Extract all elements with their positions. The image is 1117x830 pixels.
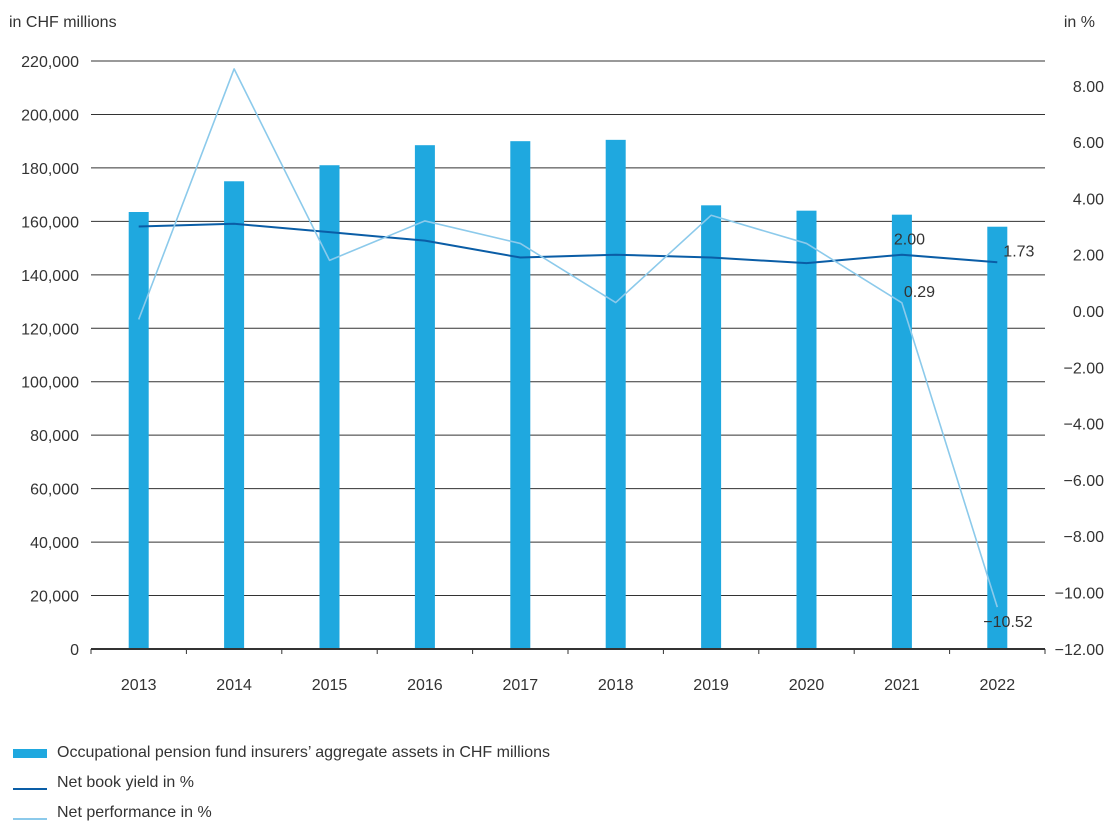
left-tick-label: 120,000 — [21, 321, 79, 338]
bar-series — [128, 139, 1008, 650]
left-tick-label: 220,000 — [21, 54, 79, 71]
data-label: 0.29 — [904, 284, 935, 301]
data-labels: 2.00 1.73 0.29 −10.52 — [894, 232, 1035, 631]
data-label: 2.00 — [894, 232, 925, 249]
right-axis-unit: in % — [1064, 14, 1095, 31]
x-tick-label: 2022 — [980, 677, 1016, 694]
bar-2020 — [796, 210, 817, 649]
legend-item-performance: Net performance in % — [13, 798, 913, 828]
bar-2022 — [987, 226, 1008, 649]
left-axis-unit: in CHF millions — [9, 14, 117, 31]
right-tick-label: 4.00 — [1073, 191, 1104, 208]
right-tick-label: −6.00 — [1064, 473, 1105, 490]
gridlines — [91, 60, 1045, 597]
legend-swatch-assets — [13, 748, 47, 758]
bar-2013 — [128, 212, 149, 649]
left-tick-label: 100,000 — [21, 375, 79, 392]
line-series — [137, 68, 999, 608]
right-tick-label: −4.00 — [1064, 417, 1105, 434]
left-tick-label: 160,000 — [21, 214, 79, 231]
legend-swatch-book-yield — [13, 788, 47, 790]
legend-item-book-yield: Net book yield in % — [13, 768, 913, 798]
left-tick-label: 20,000 — [30, 589, 79, 606]
right-tick-label: −10.00 — [1055, 586, 1104, 603]
line-net-performance — [137, 68, 999, 608]
legend-label-assets: Occupational pension fund insurers’ aggr… — [57, 744, 550, 761]
right-tick-label: 0.00 — [1073, 304, 1104, 321]
x-tick-label: 2015 — [312, 677, 348, 694]
x-tick-label: 2018 — [598, 677, 634, 694]
right-tick-label: −12.00 — [1055, 642, 1104, 659]
left-tick-label: 60,000 — [30, 482, 79, 499]
legend-swatch-performance — [13, 818, 47, 820]
legend-label-book-yield: Net book yield in % — [57, 774, 194, 791]
left-tick-label: 140,000 — [21, 268, 79, 285]
right-tick-label: 2.00 — [1073, 248, 1104, 265]
legend-label-performance: Net performance in % — [57, 804, 212, 821]
x-tick-label: 2013 — [121, 677, 157, 694]
bar-2019 — [701, 205, 722, 649]
right-tick-label: −2.00 — [1064, 360, 1105, 377]
left-tick-label: 0 — [70, 642, 79, 659]
left-tick-label: 200,000 — [21, 107, 79, 124]
bar-2021 — [891, 214, 912, 649]
x-tick-label: 2021 — [884, 677, 920, 694]
axes: 0 20,000 40,000 60,000 80,000 100,000 120,000 1… — [21, 54, 1104, 694]
data-label: −10.52 — [983, 614, 1032, 631]
left-tick-label: 80,000 — [30, 428, 79, 445]
bar-2017 — [510, 141, 531, 649]
bar-2015 — [319, 165, 340, 649]
data-label: 1.73 — [1003, 243, 1034, 260]
right-tick-label: 8.00 — [1073, 79, 1104, 96]
legend-item-assets: Occupational pension fund insurers’ aggr… — [13, 738, 913, 768]
x-tick-label: 2017 — [503, 677, 539, 694]
x-tick-label: 2014 — [216, 677, 252, 694]
bar-2018 — [605, 139, 626, 649]
right-tick-label: 6.00 — [1073, 135, 1104, 152]
bar-2016 — [414, 145, 435, 649]
right-tick-label: −8.00 — [1064, 529, 1105, 546]
bar-2014 — [224, 181, 245, 650]
line-net-book-yield — [138, 222, 998, 265]
x-tick-label: 2016 — [407, 677, 443, 694]
combo-chart: 0 20,000 40,000 60,000 80,000 100,000 120,000 1… — [9, 14, 1104, 694]
x-tick-label: 2020 — [789, 677, 825, 694]
legend: Occupational pension fund insurers’ aggr… — [13, 738, 913, 828]
x-tick-label: 2019 — [693, 677, 729, 694]
left-tick-label: 40,000 — [30, 535, 79, 552]
left-tick-label: 180,000 — [21, 161, 79, 178]
